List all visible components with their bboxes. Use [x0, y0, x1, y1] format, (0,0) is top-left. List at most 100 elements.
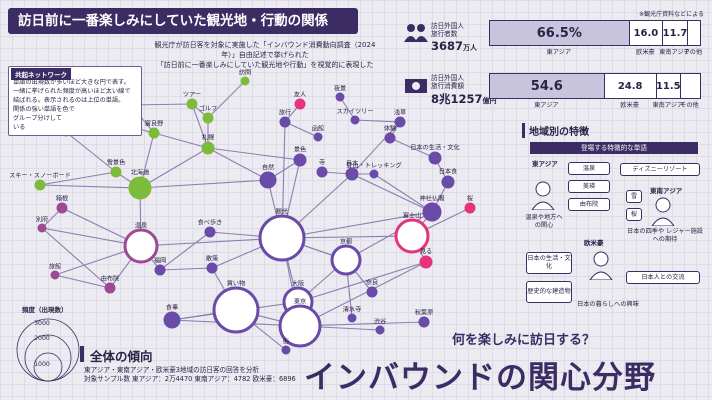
share-segment-label: その他	[680, 102, 699, 109]
spending-unit: 億円	[482, 97, 497, 105]
network-node	[347, 313, 357, 323]
network-node-label: 札幌	[201, 134, 215, 142]
network-node	[294, 98, 306, 110]
network-node-label: 日本	[345, 160, 359, 168]
western-person-icon	[589, 251, 613, 280]
network-node-label: 夜景	[333, 85, 347, 93]
visitors-value: 3687	[431, 39, 464, 53]
share-segment: 54.6	[490, 74, 605, 98]
network-edge	[41, 227, 111, 289]
tag-cherry-blossom: 桜	[626, 208, 642, 221]
page-title: 訪日前に一番楽しみにしていた観光地・行動の関係	[8, 8, 358, 34]
tag-japanese-life-culture: 日本の生活・文化	[526, 252, 572, 274]
southeast-asia-interest: 日本の四季や レジャー施設への期待	[627, 228, 703, 243]
network-node-label: 食事	[165, 304, 179, 312]
network-node-label: 箱根	[55, 195, 69, 203]
network-node-label: 渋谷	[373, 318, 387, 326]
network-node-label: 観光	[275, 208, 289, 216]
network-node-label: 雪景色	[106, 159, 126, 167]
network-node-label: 京都	[339, 238, 353, 246]
network-edge	[139, 147, 209, 189]
network-node-label: 登山・トレッキング	[346, 162, 402, 170]
intro-line-2: 「訪日前に一番楽しみにしていた観光地や行動」を視覚的に表現した	[156, 61, 374, 69]
network-node	[422, 202, 442, 222]
network-edge	[297, 261, 427, 303]
frequency-legend-title: 頻度（出現数）	[22, 306, 68, 314]
share-segment	[680, 74, 700, 98]
network-node	[34, 179, 46, 191]
tag-onsen: 温泉	[568, 162, 610, 175]
regional-title: 地域別の特徴	[522, 123, 589, 138]
western-heading: 欧米豪	[584, 239, 604, 247]
share-segment-label: 欧米豪	[636, 49, 655, 56]
network-node-label: 散策	[205, 255, 219, 263]
network-node	[148, 127, 160, 139]
network-node	[278, 304, 322, 348]
east-asia-interest: 温泉や地方への関心	[525, 214, 563, 229]
network-node-label: 寺	[318, 159, 326, 167]
network-node	[202, 112, 214, 124]
overall-line-1: 東アジア・東南アジア・欧米豪3地域の訪日客の回答を分析	[84, 366, 260, 374]
network-node	[350, 115, 360, 125]
spending-label-1: 訪日外国人	[431, 74, 464, 82]
network-node-label: 日本の生活・文化	[410, 144, 460, 152]
network-node	[104, 282, 116, 294]
network-node-label: 福岡	[153, 257, 167, 265]
network-node-label: 清水寺	[342, 306, 362, 314]
network-node	[316, 166, 328, 178]
network-node-label: 景色	[293, 146, 307, 154]
network-node-label: 別府	[35, 216, 49, 224]
network-node	[345, 167, 359, 181]
network-node-label: 秋葉原	[414, 309, 434, 317]
tag-biei: 美瑛	[568, 180, 610, 193]
legend-value-2000: 2000	[34, 335, 50, 342]
network-node-label: スキー・スノーボード	[9, 172, 71, 180]
share-segment-label: 東アジア	[546, 49, 572, 56]
visitors-label-1: 訪日外国人	[431, 22, 464, 30]
share-segment	[687, 21, 700, 45]
network-node-label: 日本食	[438, 168, 458, 176]
tag-snow: 雪	[626, 190, 642, 203]
network-edge	[39, 171, 117, 186]
tag-disney-resort: ディズニーリゾート	[620, 163, 700, 176]
network-edge	[299, 261, 427, 327]
network-node-label: 富士山	[402, 212, 422, 220]
network-edge	[207, 80, 246, 119]
network-edge	[54, 274, 111, 289]
source-note: ※観光庁資料などによる	[639, 11, 704, 18]
frequency-legend	[16, 318, 80, 382]
explainer-title: 共起ネットワーク	[11, 68, 71, 80]
network-node-label: 自然	[261, 164, 275, 172]
network-node	[258, 214, 306, 262]
intro-line-1: 観光庁が訪日客を対象に実施した「インバウンド消費動向調査（2024年）」自由記述…	[154, 41, 376, 59]
co-occurrence-explainer: 共起ネットワーク 単語の出現数が多いほど大きな円で表す。 一緒に挙げられた頻度が…	[8, 66, 142, 136]
network-edge	[39, 184, 141, 189]
spending-label: 訪日外国人 旅行消費額	[431, 74, 464, 90]
overall-accent	[80, 346, 84, 362]
share-segment-label: 東南アジア	[652, 102, 684, 109]
network-node	[441, 175, 455, 189]
share-segment-label: その他	[683, 49, 703, 56]
network-node	[204, 226, 216, 238]
network-node	[375, 325, 385, 335]
network-node-label: 街	[282, 338, 290, 346]
visitors-share-bar: 66.5% 16.0 11.7	[489, 20, 701, 46]
network-node-label: 買い物	[226, 280, 246, 288]
network-node-label: ツアー	[182, 91, 202, 99]
network-node	[240, 76, 250, 86]
spending-value: 8兆1257	[431, 92, 483, 106]
east-asia-person-icon	[531, 181, 555, 210]
network-node	[384, 132, 396, 144]
network-node	[56, 202, 68, 214]
network-edge	[373, 173, 433, 213]
network-node	[335, 92, 345, 102]
network-node	[186, 98, 198, 110]
western-interest: 日本の暮らしへの興味	[577, 301, 639, 308]
network-node	[154, 264, 166, 276]
overall-title: 全体の傾向	[90, 349, 153, 364]
network-node-label: 体験	[383, 125, 397, 133]
network-node-label: 奈良	[365, 279, 379, 287]
network-node	[419, 255, 433, 269]
network-node-label: 神社仏閣	[419, 195, 445, 203]
network-node	[293, 153, 307, 167]
